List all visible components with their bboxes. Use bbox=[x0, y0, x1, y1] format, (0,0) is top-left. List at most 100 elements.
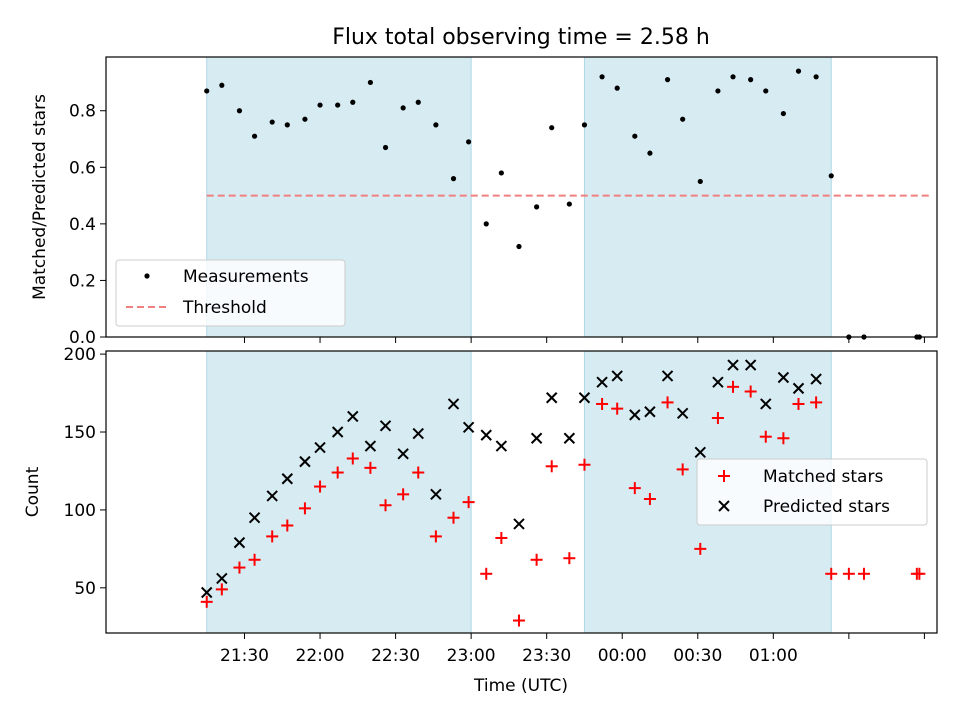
measurement-point bbox=[335, 102, 341, 108]
predicted-star-point bbox=[266, 490, 278, 502]
matched-star-point bbox=[248, 553, 261, 566]
y-tick-label: 0.8 bbox=[69, 102, 96, 122]
predicted-star-point bbox=[596, 376, 608, 388]
legend-label-threshold: Threshold bbox=[182, 298, 267, 318]
matched-star-point bbox=[200, 595, 213, 608]
legend-label-measurements: Measurements bbox=[183, 267, 309, 287]
top-axes-frame bbox=[105, 56, 938, 338]
matched-star-point bbox=[462, 496, 475, 509]
predicted-star-point bbox=[314, 441, 326, 454]
matched-star-point bbox=[298, 502, 311, 515]
measurement-point bbox=[466, 139, 472, 145]
x-tick-label: 00:30 bbox=[673, 646, 722, 666]
matched-star-point bbox=[825, 567, 838, 580]
predicted-star-point bbox=[281, 473, 294, 485]
predicted-star-point bbox=[546, 392, 558, 404]
measurement-point bbox=[566, 201, 572, 207]
y-tick-label: 100 bbox=[64, 501, 96, 521]
matched-star-point bbox=[215, 583, 228, 596]
measurement-point bbox=[680, 116, 686, 122]
matched-star-point bbox=[578, 458, 591, 471]
top-x-ticks bbox=[244, 337, 925, 343]
measurement-points bbox=[204, 68, 922, 340]
predicted-star-point bbox=[530, 432, 543, 444]
matched-star-point bbox=[643, 493, 656, 506]
count-points bbox=[200, 359, 926, 627]
predicted-star-point bbox=[563, 432, 576, 444]
measurement-point bbox=[763, 88, 769, 94]
measurement-point bbox=[828, 173, 834, 179]
predicted-star-point bbox=[379, 420, 392, 432]
matched-star-point bbox=[727, 380, 740, 393]
matched-star-point bbox=[596, 397, 609, 410]
measurement-point bbox=[269, 119, 275, 125]
measurement-point bbox=[498, 170, 504, 176]
measurement-point bbox=[483, 221, 489, 227]
measurement-point bbox=[367, 79, 374, 86]
matched-star-point bbox=[628, 482, 641, 495]
legend-marker-predicted bbox=[718, 500, 730, 512]
y-tick-label: 0.6 bbox=[69, 158, 96, 178]
matched-star-point bbox=[364, 461, 377, 474]
measurement-point bbox=[302, 116, 308, 122]
measurement-point bbox=[433, 122, 439, 128]
x-tick-label: 23:30 bbox=[522, 646, 571, 666]
top-legend-box bbox=[115, 259, 346, 327]
predicted-star-point bbox=[644, 406, 656, 418]
bottom-y-axis-label: Count bbox=[23, 466, 43, 517]
predicted-star-point bbox=[810, 373, 822, 385]
top-y-axis-label: Matched/Predicted stars bbox=[30, 94, 50, 300]
predicted-star-point bbox=[216, 572, 228, 585]
measurement-point bbox=[400, 105, 406, 111]
matched-star-point bbox=[266, 530, 279, 543]
x-tick-label: 22:00 bbox=[296, 646, 345, 666]
bottom-legend-box bbox=[696, 458, 928, 526]
predicted-star-point bbox=[201, 586, 213, 599]
matched-star-point bbox=[480, 567, 493, 580]
measurement-point bbox=[382, 144, 389, 151]
measurement-point bbox=[204, 88, 210, 94]
measurement-point bbox=[748, 77, 754, 83]
y-tick-label: 150 bbox=[64, 423, 96, 443]
predicted-star-point bbox=[676, 407, 689, 420]
measurement-point bbox=[730, 74, 736, 80]
predicted-star-point bbox=[331, 426, 344, 438]
measurement-point bbox=[715, 88, 721, 94]
predicted-star-point bbox=[792, 382, 805, 395]
measurement-point bbox=[614, 85, 620, 91]
measurement-point bbox=[664, 77, 671, 83]
matched-star-point bbox=[694, 542, 707, 555]
predicted-star-point bbox=[578, 392, 591, 404]
matched-star-point bbox=[759, 430, 772, 443]
matched-star-point bbox=[281, 519, 294, 532]
measurement-point bbox=[632, 133, 638, 139]
x-tick-label: 01:00 bbox=[749, 646, 798, 666]
predicted-star-point bbox=[777, 371, 790, 384]
matched-star-point bbox=[857, 567, 870, 580]
matched-star-point bbox=[530, 553, 543, 566]
predicted-star-point bbox=[430, 488, 442, 501]
predicted-star-point bbox=[397, 448, 409, 460]
predicted-star-point bbox=[364, 440, 377, 452]
legend-marker-matched bbox=[718, 470, 730, 482]
measurement-point bbox=[647, 150, 653, 156]
shaded-span bbox=[206, 350, 472, 634]
predicted-star-point bbox=[694, 446, 706, 458]
matched-star-point bbox=[545, 460, 558, 473]
top-legend: Measurements Threshold bbox=[115, 259, 346, 327]
measurement-point bbox=[415, 99, 421, 105]
predicted-star-point bbox=[727, 359, 739, 371]
x-axis-label: Time (UTC) bbox=[473, 676, 568, 696]
y-tick-label: 200 bbox=[64, 345, 96, 365]
matched-star-point bbox=[676, 463, 689, 476]
measurement-point bbox=[697, 178, 703, 185]
matched-star-point bbox=[314, 480, 327, 493]
shaded-span bbox=[583, 56, 832, 338]
measurement-point bbox=[813, 74, 819, 80]
predicted-star-point bbox=[513, 518, 525, 530]
top-y-ticks: 0.0 0.2 0.4 0.6 0.8 bbox=[69, 102, 106, 348]
predicted-star-point bbox=[611, 370, 623, 382]
matched-star-point bbox=[512, 614, 525, 627]
predicted-star-point bbox=[744, 359, 757, 371]
matched-star-point bbox=[777, 432, 790, 445]
